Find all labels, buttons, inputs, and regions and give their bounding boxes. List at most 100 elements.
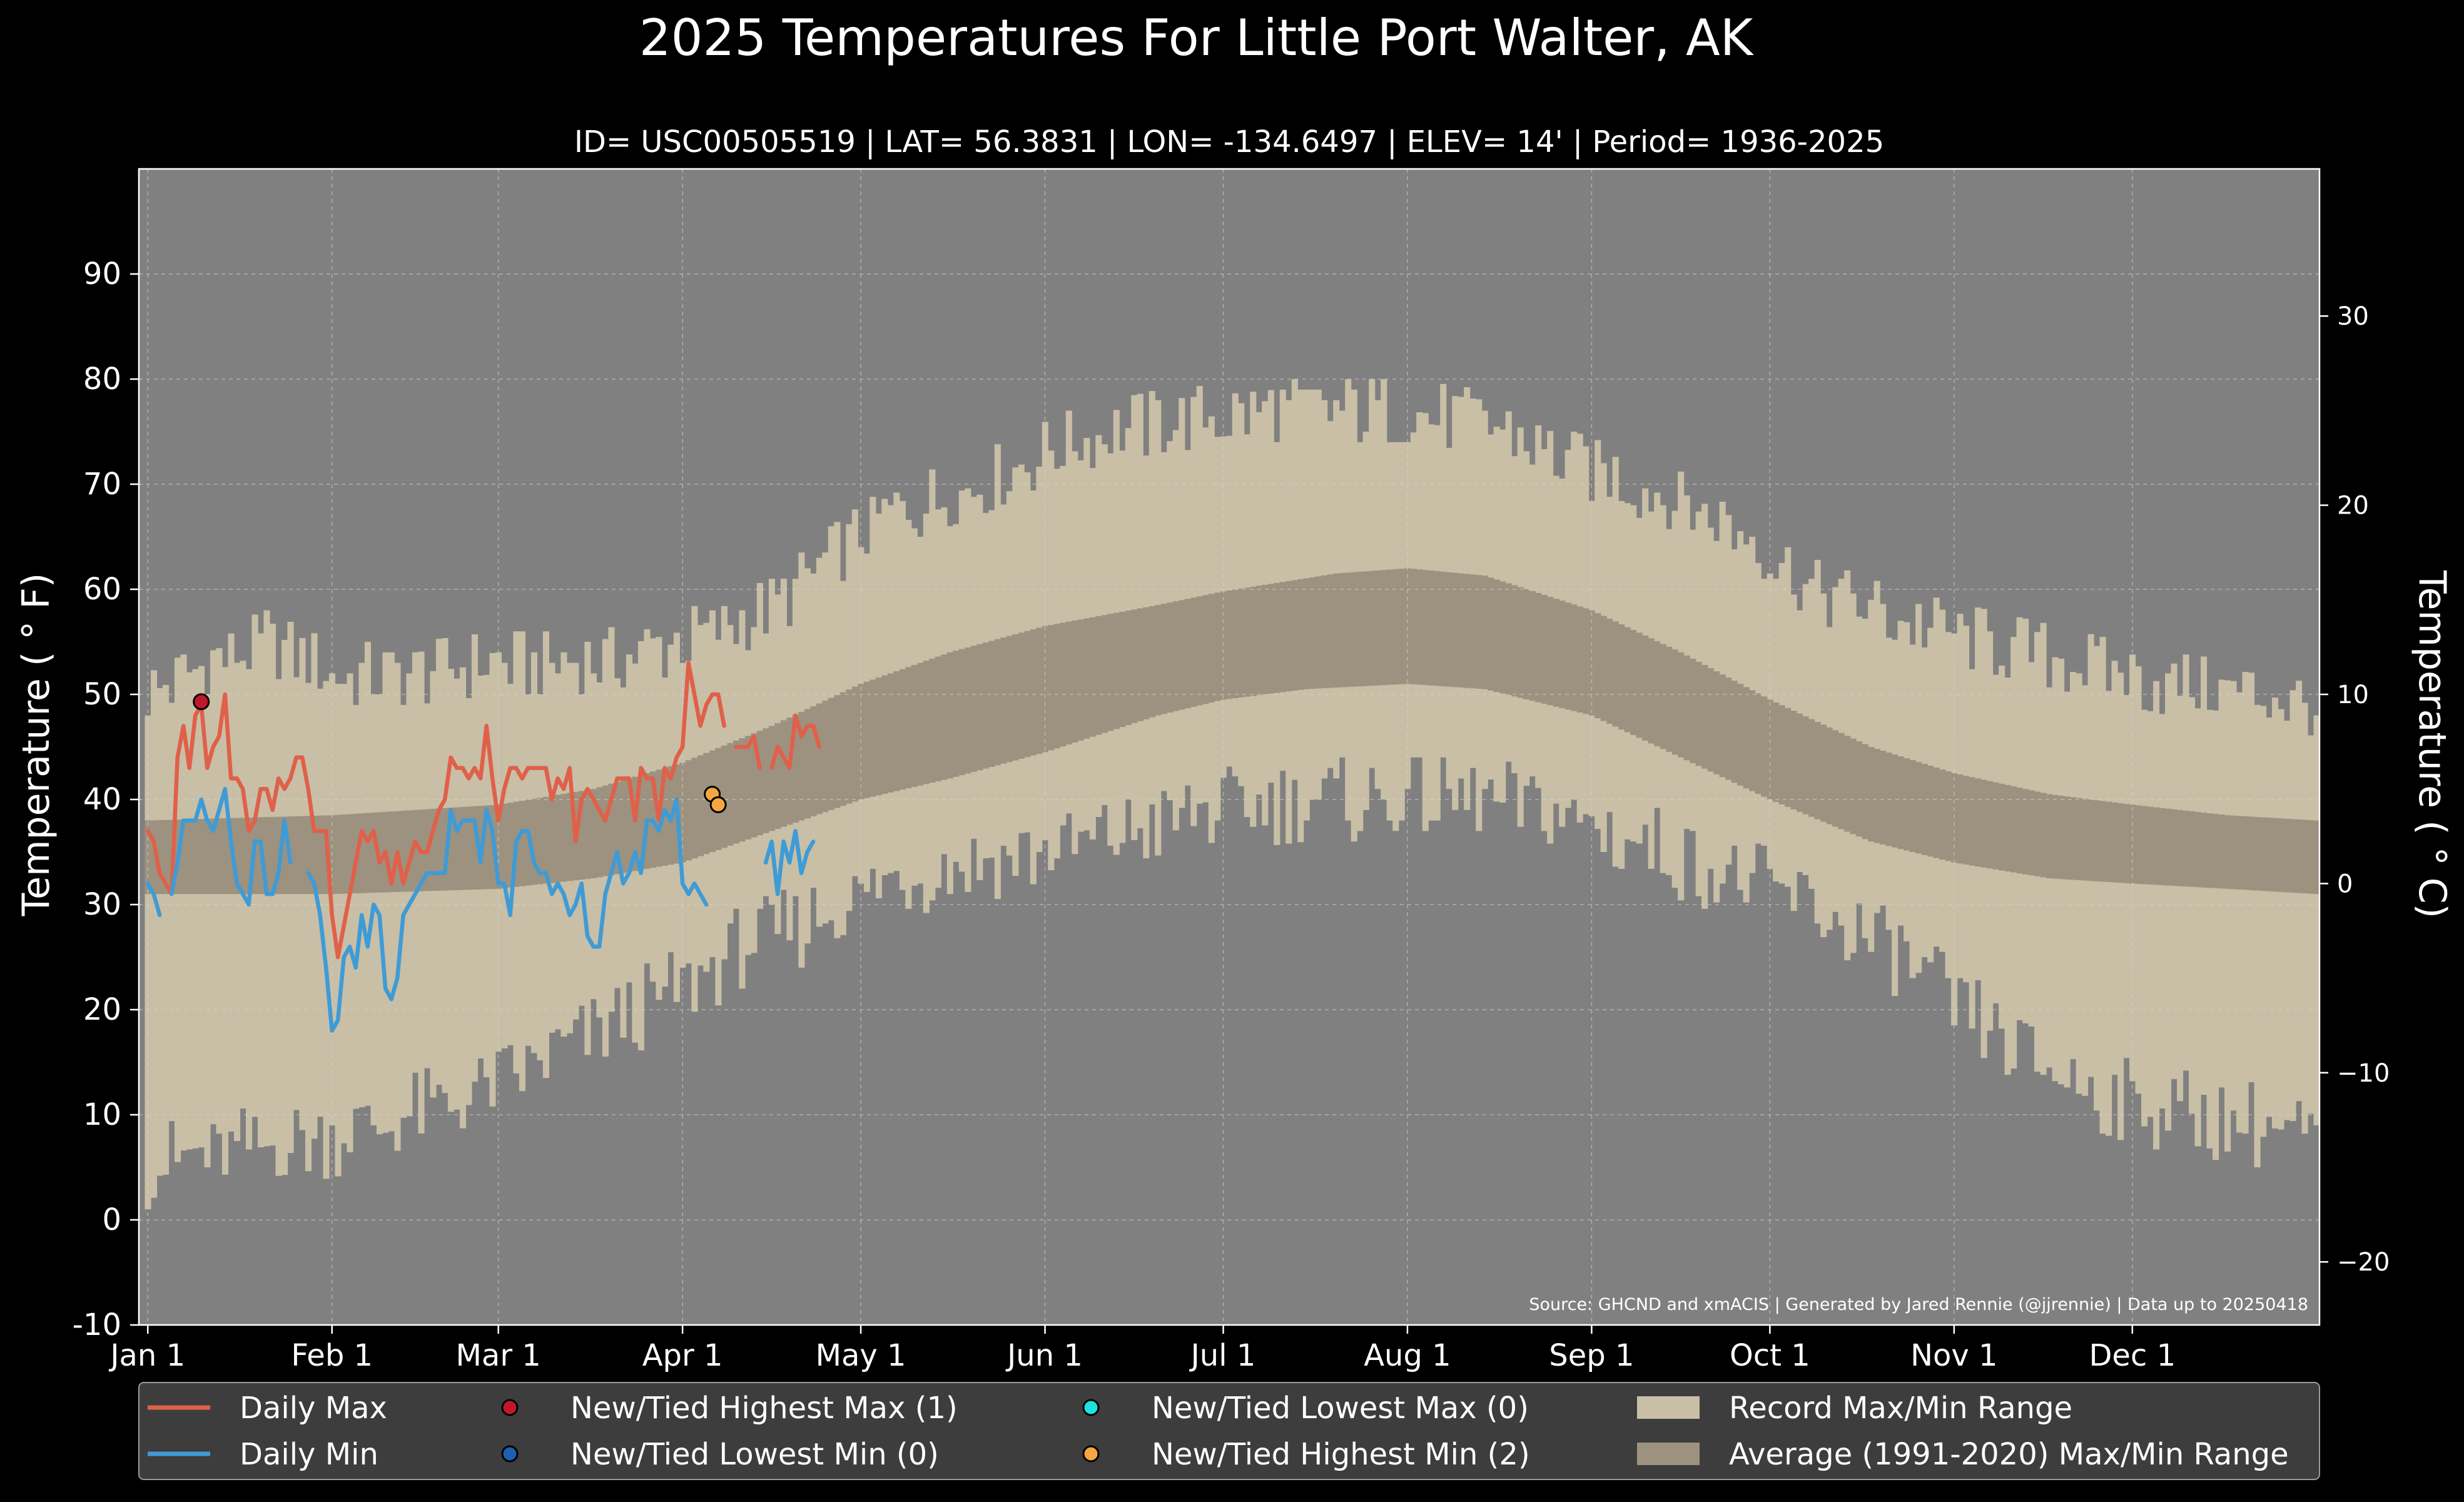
average-range-bar [1541, 594, 1548, 704]
average-range-bar [2313, 820, 2320, 895]
average-range-bar [376, 812, 383, 893]
record-range-bar [281, 639, 288, 1175]
y-tick-label-right: −10 [2337, 1059, 2390, 1088]
average-range-bar [519, 801, 526, 886]
plot-area: -10 0 10 20 30 40 50 60 70 80 90 −20 −10 0 10 20 30 Jan 1… [73, 168, 2390, 1373]
average-range-bar [281, 816, 288, 895]
average-range-bar [1315, 576, 1322, 689]
average-range-bar [1428, 571, 1435, 686]
average-range-bar [792, 714, 799, 823]
average-range-bar [180, 819, 187, 895]
average-range-bar [1381, 570, 1387, 686]
average-range-bar [2260, 817, 2267, 891]
legend-dot-swatch [1082, 1445, 1100, 1463]
record-range-bar [221, 667, 229, 1175]
average-range-bar [1297, 579, 1304, 690]
average-range-bar [1921, 764, 1928, 855]
average-range-bar [1535, 592, 1542, 703]
average-range-bar [1683, 655, 1690, 761]
record-range-bar [2194, 708, 2201, 1147]
average-range-bar [1969, 777, 1975, 866]
average-range-bar [1446, 572, 1453, 687]
average-range-bar [1571, 604, 1578, 711]
y-tick-label: 0 [102, 1202, 121, 1237]
average-range-bar [2106, 801, 2112, 882]
average-range-bar [1362, 571, 1369, 686]
average-range-bar [905, 667, 912, 789]
average-range-bar [1196, 596, 1203, 706]
average-range-bar [1999, 783, 2005, 871]
average-range-bar [1785, 708, 1792, 807]
average-range-bar [1832, 730, 1839, 827]
average-range-bar [1386, 569, 1393, 685]
average-range-bar [1731, 681, 1738, 783]
average-range-bar [430, 809, 437, 891]
average-range-bar [549, 796, 555, 883]
average-range-bar [614, 782, 621, 875]
average-range-bar [1148, 606, 1155, 718]
average-range-bar [2206, 813, 2213, 888]
average-range-bar [1838, 733, 1845, 830]
record-range-bar [1279, 389, 1286, 771]
average-range-bar [1083, 618, 1090, 739]
average-range-bar [1065, 621, 1072, 745]
record-range-bar [340, 684, 348, 1144]
average-range-bar [2213, 814, 2219, 888]
average-range-bar [1339, 573, 1346, 688]
average-range-bar [1773, 702, 1780, 802]
record-range-bar [2230, 681, 2237, 1111]
record-range-bar [2260, 706, 2267, 1137]
average-range-bar [1600, 616, 1607, 721]
y-tick-label-right: −20 [2337, 1248, 2390, 1277]
average-range-bar [2034, 791, 2041, 876]
average-range-bar [1927, 766, 1934, 857]
average-range-bar [1018, 632, 1025, 759]
average-range-bar [2052, 794, 2059, 879]
average-range-bar [1172, 601, 1179, 711]
average-range-bar [1880, 751, 1887, 845]
average-range-bar [1808, 719, 1815, 817]
record-range-bar [2213, 710, 2219, 1160]
record-range-bar [180, 654, 187, 1151]
record-range-bar [2301, 703, 2308, 1134]
average-range-bar [1160, 604, 1167, 714]
average-range-bar [953, 651, 960, 777]
average-range-bar [406, 810, 413, 892]
average-range-bar [1588, 610, 1595, 716]
average-range-bar [293, 816, 300, 895]
average-range-bar [1606, 619, 1613, 724]
average-range-bar [608, 783, 615, 875]
legend-label: Daily Min [240, 1437, 378, 1472]
average-range-bar [863, 681, 870, 798]
legend-label: New/Tied Highest Min (2) [1152, 1437, 1530, 1472]
record-range-bar [2278, 709, 2284, 1130]
average-range-bar [2070, 797, 2077, 880]
record-range-bar [2266, 717, 2273, 1117]
average-range-bar [1892, 754, 1899, 848]
average-range-bar [471, 806, 479, 890]
average-range-bar [1006, 636, 1013, 763]
average-range-bar [839, 692, 846, 806]
average-range-bar [1238, 588, 1245, 698]
average-range-bar [2016, 788, 2023, 874]
average-range-bar [1250, 586, 1257, 696]
average-range-bar [317, 815, 324, 895]
average-range-bar [1089, 617, 1096, 737]
average-range-bar [1155, 605, 1162, 716]
average-range-bar [1255, 586, 1262, 696]
average-range-bar [596, 787, 603, 878]
legend-dot-swatch [501, 1445, 519, 1463]
average-range-bar [780, 720, 787, 827]
average-range-bar [340, 814, 348, 894]
average-range-bar [156, 820, 163, 895]
average-range-bar [507, 803, 514, 888]
record-range-bar [275, 679, 282, 1176]
average-range-bar [756, 731, 763, 836]
average-range-bar [1119, 611, 1126, 728]
average-range-bar [1452, 572, 1459, 688]
average-range-bar [1648, 638, 1655, 744]
average-range-bar [1232, 589, 1239, 698]
record-range-bar [2272, 698, 2279, 1129]
record-range-bar [1065, 410, 1072, 814]
